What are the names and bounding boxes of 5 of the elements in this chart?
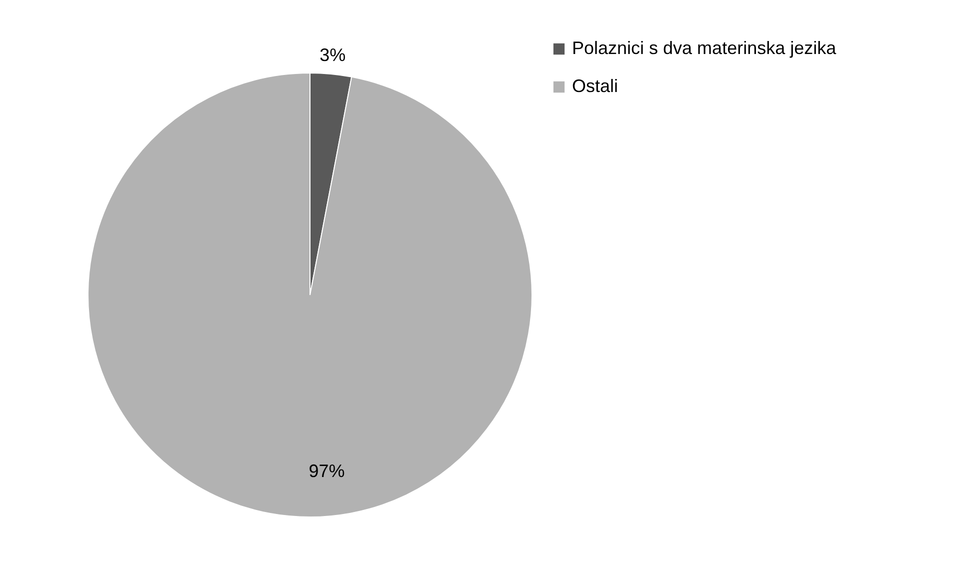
legend-label: Ostali [572, 76, 618, 96]
pie-slice [88, 72, 532, 518]
data-label: 3% [320, 45, 346, 66]
data-label: 97% [308, 460, 345, 481]
legend-label: Polaznici s dva materinska jezika [572, 38, 838, 58]
